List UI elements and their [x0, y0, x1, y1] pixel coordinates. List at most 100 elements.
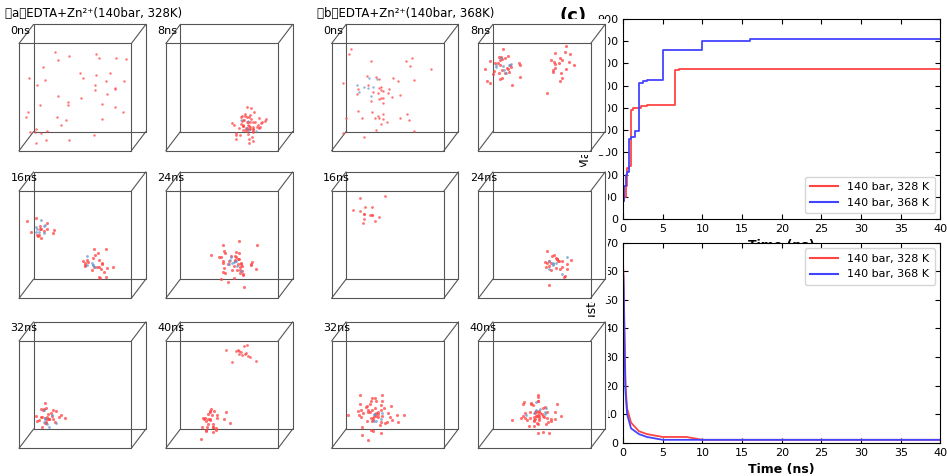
Point	[224, 259, 240, 267]
Point	[223, 257, 238, 264]
Point	[550, 257, 565, 265]
Point	[384, 403, 399, 410]
Point	[241, 119, 256, 126]
Point	[547, 60, 563, 68]
Point	[545, 259, 561, 267]
Point	[218, 408, 233, 416]
Point	[488, 60, 503, 67]
Point	[402, 62, 418, 69]
Point	[373, 418, 388, 426]
Point	[39, 137, 54, 144]
Point	[87, 263, 102, 271]
Point	[230, 262, 245, 270]
Point	[522, 422, 537, 430]
Point	[374, 410, 389, 417]
Point	[380, 118, 395, 126]
Point	[240, 127, 255, 135]
Point	[44, 409, 59, 416]
Point	[530, 397, 545, 405]
Text: 8ns: 8ns	[157, 26, 177, 36]
Point	[34, 423, 49, 431]
Point	[502, 61, 517, 69]
Point	[527, 417, 542, 425]
Point	[534, 410, 549, 418]
Point	[255, 118, 270, 126]
Point	[370, 112, 385, 120]
Point	[368, 413, 384, 420]
Point	[222, 260, 237, 268]
Point	[227, 252, 242, 260]
Point	[501, 66, 516, 73]
Point	[376, 115, 391, 122]
Point	[367, 218, 383, 225]
Point	[239, 349, 254, 357]
Point	[233, 266, 248, 273]
Point	[491, 69, 507, 77]
Point	[237, 342, 252, 350]
Point	[23, 128, 38, 136]
Point	[364, 97, 379, 105]
Point	[491, 53, 507, 60]
Point	[205, 423, 221, 431]
Point	[224, 119, 240, 127]
Point	[223, 419, 238, 426]
Point	[491, 60, 506, 67]
Point	[351, 88, 366, 96]
Point	[36, 406, 51, 413]
Point	[382, 85, 397, 93]
Point	[487, 67, 502, 75]
Point	[361, 436, 376, 444]
Point	[545, 68, 561, 76]
Point	[545, 252, 560, 260]
Point	[483, 79, 498, 87]
Point	[361, 81, 376, 89]
Point	[535, 429, 550, 436]
Point	[355, 423, 370, 431]
Point	[555, 270, 570, 278]
Point	[360, 417, 375, 425]
Point	[33, 101, 48, 109]
Point	[32, 416, 47, 424]
Point	[241, 121, 256, 129]
Point	[233, 113, 248, 120]
Point	[546, 251, 562, 259]
Point	[98, 245, 114, 253]
Text: 24ns: 24ns	[157, 173, 185, 183]
Point	[355, 114, 370, 122]
Point	[61, 136, 76, 144]
Point	[89, 263, 104, 271]
Point	[373, 429, 388, 436]
Point	[238, 112, 253, 119]
Point	[249, 123, 264, 131]
Point	[236, 271, 251, 278]
Point	[73, 94, 88, 102]
Point	[340, 411, 355, 419]
Point	[385, 74, 401, 81]
Point	[50, 92, 65, 99]
Point	[39, 415, 54, 423]
Text: （b）EDTA+Zn²⁺(140bar, 368K): （b）EDTA+Zn²⁺(140bar, 368K)	[317, 7, 494, 20]
Point	[54, 411, 69, 419]
Point	[241, 130, 256, 138]
Point	[562, 58, 577, 66]
Point	[343, 45, 358, 53]
Point	[511, 60, 527, 67]
Point	[84, 267, 99, 274]
Point	[530, 391, 545, 398]
Point	[356, 210, 371, 218]
Point	[219, 347, 234, 354]
Point	[365, 417, 380, 425]
Point	[241, 135, 257, 142]
Point	[493, 54, 509, 62]
Point	[237, 283, 252, 291]
Point	[228, 248, 243, 256]
Point	[543, 259, 558, 267]
Point	[381, 409, 396, 417]
Point	[92, 264, 107, 271]
Point	[234, 118, 249, 125]
Point	[245, 129, 260, 136]
Point	[559, 260, 574, 268]
Point	[222, 257, 237, 265]
Point	[390, 418, 405, 426]
Point	[205, 411, 220, 419]
